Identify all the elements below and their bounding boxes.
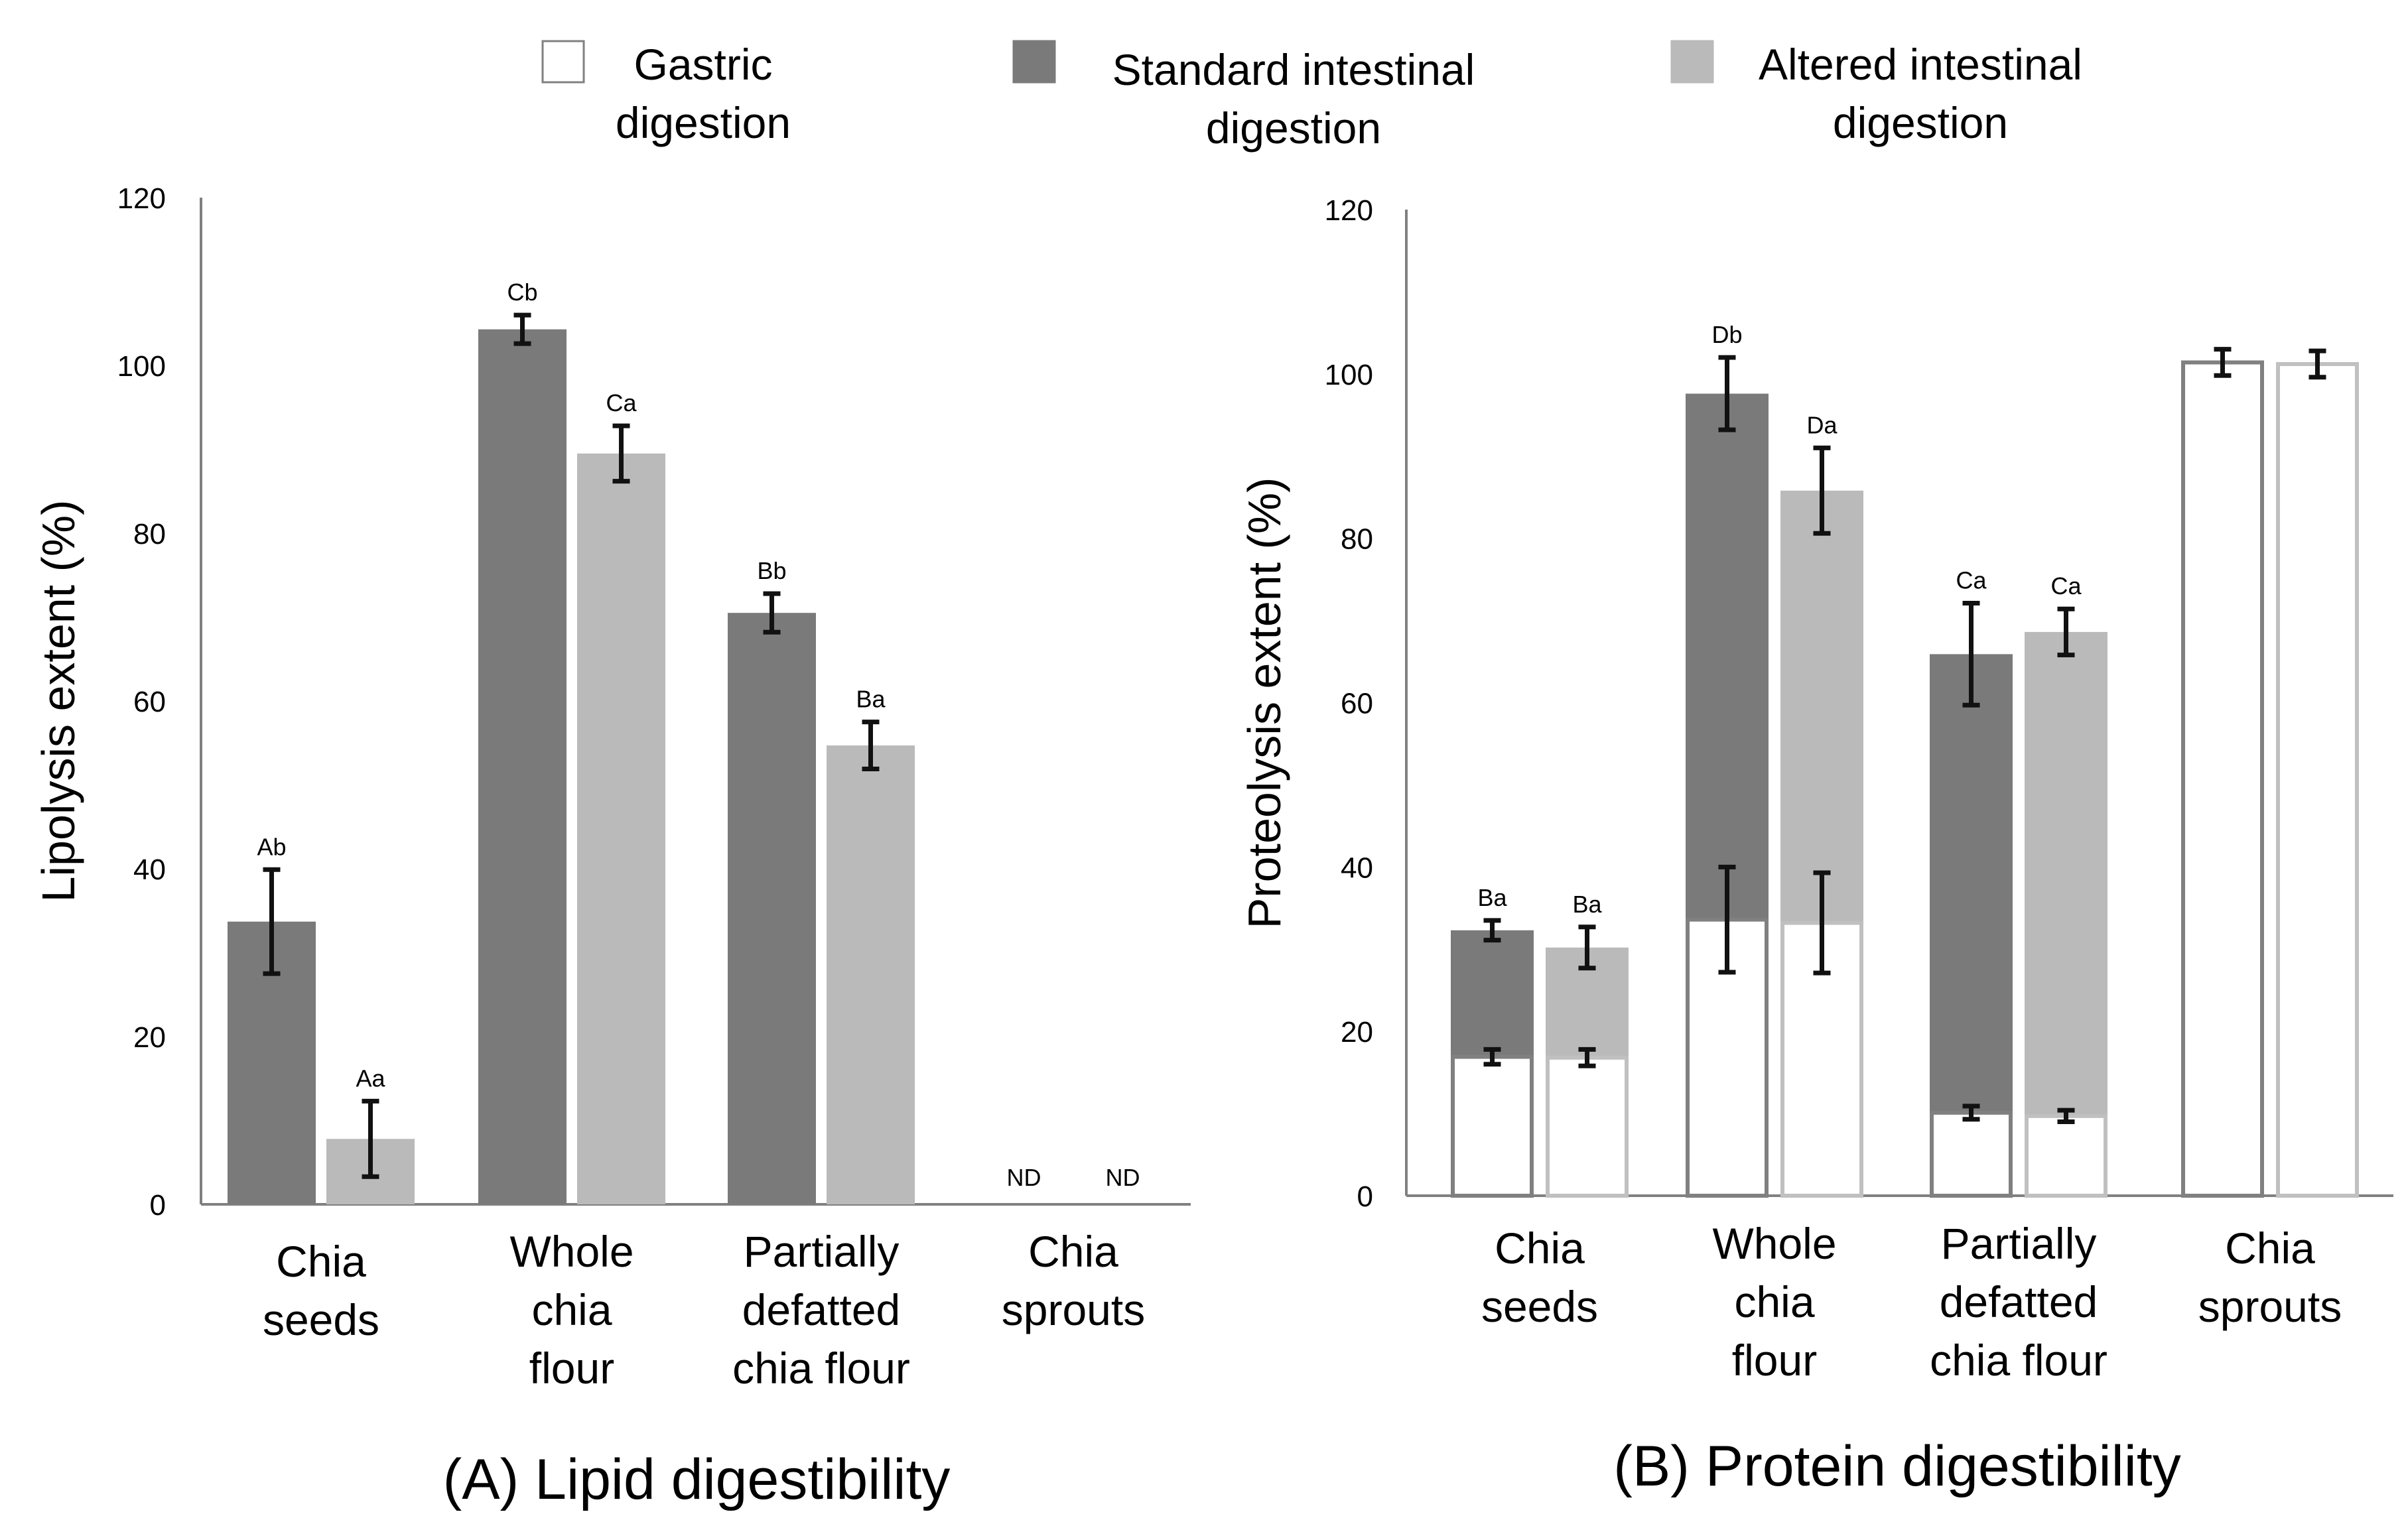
- panel-a-bar-label-4: Bb: [757, 557, 786, 584]
- panel-b-category-label-1-1: chia: [1734, 1277, 1814, 1326]
- panel-a-tick-label-1: 20: [133, 1021, 166, 1054]
- panel-b-bar-label-5: Ca: [2050, 572, 2082, 600]
- legend-label-1-0: Standard intestinal: [1112, 45, 1475, 94]
- panel-b-bar-label-4: Ca: [1956, 567, 1987, 594]
- panel-a-category-label-1-0: Whole: [509, 1227, 634, 1276]
- panel-b-tick-label-4: 80: [1341, 523, 1373, 556]
- panel-a-category-label-2-2: chia flour: [732, 1344, 910, 1393]
- panel-a-bar-5: [827, 745, 915, 1204]
- panel-b-intestinal-segment-3: [1780, 490, 1863, 923]
- panel-b-gastric-segment-0: [1451, 1054, 1534, 1198]
- panel-a-bar-label-0: Ab: [257, 833, 286, 860]
- panel-b-category-label-0-1: seeds: [1481, 1282, 1598, 1331]
- panel-b-title: (B) Protein digestibility: [1613, 1434, 2181, 1498]
- legend-label-2-0: Altered intestinal: [1759, 40, 2082, 89]
- panel-a-category-label-0-0: Chia: [276, 1237, 366, 1286]
- panel-b-gastric-segment-4: [1930, 1110, 2013, 1198]
- legend-label-1-1: digestion: [1206, 103, 1381, 153]
- panel-b-category-label-2-1: defatted: [1940, 1277, 2098, 1326]
- panel-b-y-axis-label: Proteolysis extent (%): [1238, 477, 1290, 929]
- panel-b-tick-label-1: 20: [1341, 1016, 1373, 1048]
- panel-a-y-axis-label: Lipolysis extent (%): [33, 500, 84, 903]
- panel-b-intestinal-segment-5: [2025, 631, 2107, 1116]
- panel-b-intestinal-segment-4: [1930, 654, 2013, 1113]
- panel-b-bar-label-2: Db: [1711, 321, 1742, 348]
- legend: Gastric digestion Standard intestinal diges…: [541, 40, 2082, 153]
- panel-b-bar-label-0: Ba: [1477, 884, 1507, 911]
- legend-swatch-2: [1670, 40, 1714, 84]
- panel-b-category-label-2-0: Partially: [1941, 1219, 2097, 1268]
- panel-b-tick-label-3: 60: [1341, 688, 1373, 720]
- panel-b-category-label-1-0: Whole: [1712, 1219, 1836, 1268]
- panel-b-category-label-1-2: flour: [1732, 1336, 1817, 1385]
- panel-b-category-label-3-0: Chia: [2225, 1224, 2315, 1273]
- legend-label-2-1: digestion: [1833, 98, 2008, 147]
- panel-a-category-label-2-0: Partially: [744, 1227, 900, 1276]
- panel-a-bar-label-2: Cb: [507, 279, 537, 306]
- panel-a-bar-label-6: ND: [1007, 1164, 1041, 1191]
- panel-a-bar-label-1: Aa: [356, 1064, 385, 1092]
- panel-a-tick-label-6: 120: [117, 182, 166, 215]
- panel-a-bar-label-7: ND: [1106, 1164, 1140, 1191]
- legend-swatch-0: [541, 40, 585, 84]
- panel-b-protein-chart: 0 20 40 60 80 100 120 Proteolysis extent (%) Chi…: [1238, 194, 2393, 1498]
- panel-b-gastric-segment-1: [1546, 1055, 1629, 1198]
- panel-a-tick-label-0: 0: [150, 1189, 166, 1222]
- panel-a-tick-label-4: 80: [133, 518, 166, 550]
- panel-b-tick-label-2: 40: [1341, 852, 1373, 884]
- panel-a-category-label-3-0: Chia: [1028, 1227, 1118, 1276]
- panel-a-bar-2: [478, 329, 567, 1205]
- panel-b-gastric-segment-6: [2181, 360, 2264, 1198]
- panel-a-category-label-2-1: defatted: [742, 1285, 901, 1334]
- panel-b-category-label-3-1: sprouts: [2198, 1282, 2342, 1331]
- panel-a-tick-label-5: 100: [117, 350, 166, 383]
- panel-a-bar-label-3: Ca: [606, 389, 637, 416]
- panel-a-category-label-1-2: flour: [529, 1344, 614, 1393]
- panel-a-category-label-0-1: seeds: [263, 1295, 379, 1344]
- panel-a-tick-label-3: 60: [133, 686, 166, 718]
- panel-b-intestinal-segment-0: [1451, 930, 1534, 1057]
- panel-b-category-label-2-2: chia flour: [1930, 1336, 2107, 1385]
- panel-b-category-label-0-0: Chia: [1495, 1224, 1585, 1273]
- panel-a-category-label-3-1: sprouts: [1002, 1285, 1145, 1334]
- legend-label-0-0: Gastric: [634, 40, 772, 89]
- panel-a-bar-4: [728, 613, 816, 1204]
- panel-b-bar-label-1: Ba: [1572, 891, 1602, 918]
- panel-b-gastric-segment-5: [2025, 1113, 2107, 1198]
- panel-b-intestinal-segment-2: [1686, 393, 1769, 920]
- panel-a-tick-label-2: 40: [133, 854, 166, 886]
- panel-b-gastric-segment-7: [2276, 361, 2359, 1198]
- panel-a-bar-label-5: Ba: [856, 686, 886, 713]
- panel-b-tick-label-5: 100: [1325, 359, 1373, 391]
- panel-a-title: (A) Lipid digestibility: [443, 1448, 951, 1511]
- panel-a-category-label-1-1: chia: [531, 1285, 612, 1334]
- legend-label-0-1: digestion: [616, 98, 791, 147]
- legend-swatch-1: [1012, 40, 1056, 84]
- panel-b-tick-label-0: 0: [1357, 1180, 1373, 1213]
- panel-a-lipid-chart: 0 20 40 60 80 100 120 Lipolysis extent (%) Chia s…: [33, 182, 1191, 1511]
- panel-b-bar-label-3: Da: [1806, 411, 1838, 438]
- panel-b-tick-label-6: 120: [1325, 194, 1373, 227]
- panel-a-bar-3: [577, 453, 665, 1205]
